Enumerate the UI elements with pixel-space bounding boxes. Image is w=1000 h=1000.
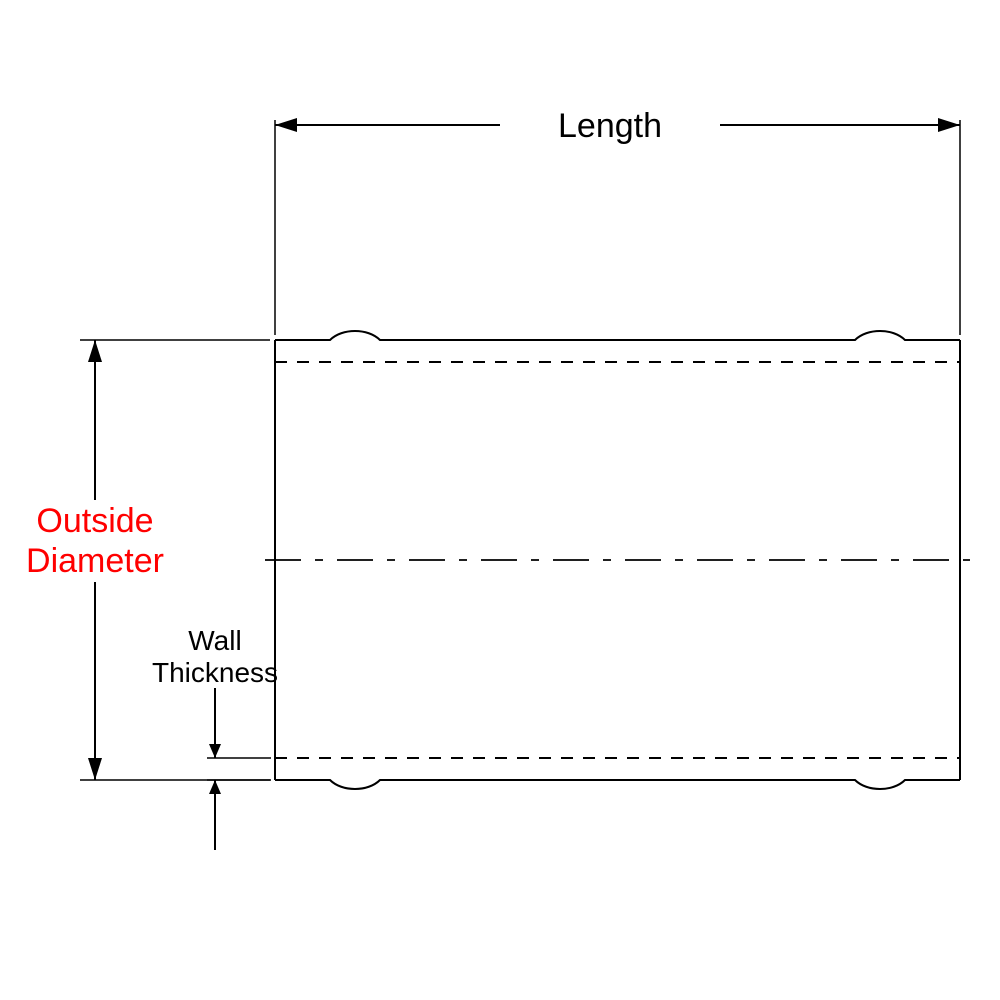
wall-label-line1: Wall <box>188 625 241 656</box>
length-arrow-right <box>938 118 960 132</box>
tube-top-outer <box>275 331 960 340</box>
tube-bottom-outer <box>275 780 960 789</box>
od-label-line1: Outside <box>36 502 153 540</box>
length-label: Length <box>558 107 662 145</box>
wall-arrow-bot <box>209 780 221 794</box>
od-arrow-bot <box>88 758 102 780</box>
od-arrow-top <box>88 340 102 362</box>
wall-label-line2: Thickness <box>152 657 278 688</box>
length-arrow-left <box>275 118 297 132</box>
od-label-line2: Diameter <box>26 542 164 580</box>
wall-arrow-top <box>209 744 221 758</box>
